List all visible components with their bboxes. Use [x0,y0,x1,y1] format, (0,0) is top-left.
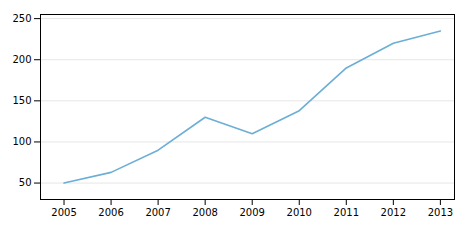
svg-text:2006: 2006 [98,207,123,218]
svg-text:2009: 2009 [239,207,264,218]
svg-text:2010: 2010 [287,207,312,218]
svg-text:100: 100 [12,136,31,147]
svg-text:2013: 2013 [428,207,453,218]
svg-text:200: 200 [12,54,31,65]
svg-text:2005: 2005 [51,207,76,218]
svg-text:2007: 2007 [145,207,170,218]
svg-text:2008: 2008 [192,207,217,218]
svg-text:2011: 2011 [334,207,359,218]
svg-text:50: 50 [19,177,32,188]
svg-text:150: 150 [12,95,31,106]
svg-text:250: 250 [12,13,31,24]
svg-text:2012: 2012 [381,207,406,218]
